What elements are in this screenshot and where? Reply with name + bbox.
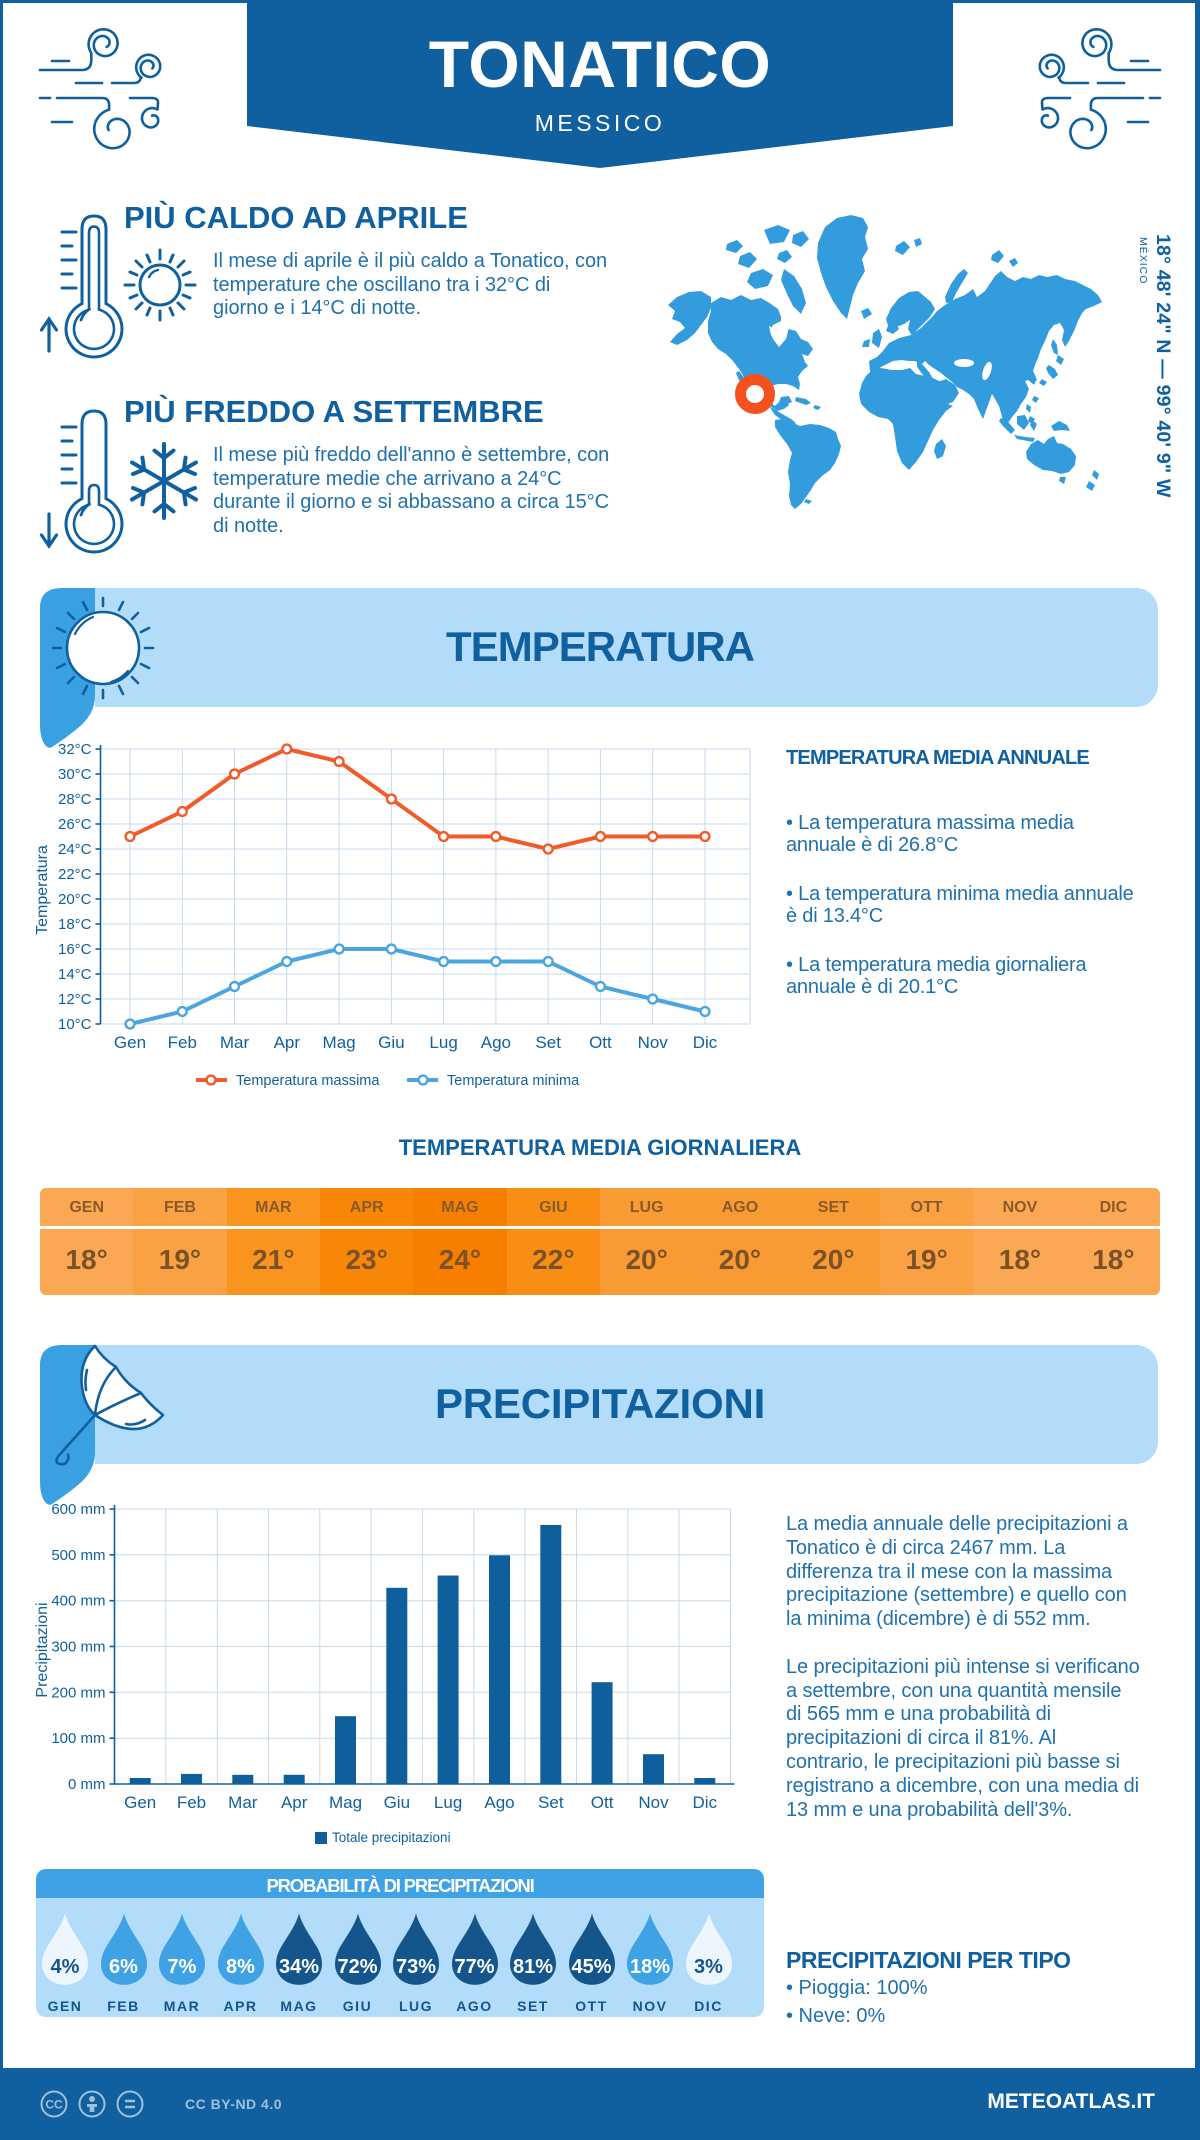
svg-text:14°C: 14°C: [58, 966, 92, 983]
svg-text:500 mm: 500 mm: [51, 1547, 105, 1564]
svg-text:Nov: Nov: [638, 1033, 669, 1052]
svg-text:Dic: Dic: [693, 1793, 718, 1812]
svg-text:Giu: Giu: [384, 1793, 410, 1812]
svg-text:600 mm: 600 mm: [51, 1501, 105, 1518]
svg-text:Dic: Dic: [693, 1033, 718, 1052]
svg-text:28°C: 28°C: [58, 791, 92, 808]
svg-text:Mar: Mar: [220, 1033, 250, 1052]
svg-text:22°C: 22°C: [58, 866, 92, 883]
svg-text:Gen: Gen: [114, 1033, 146, 1052]
svg-text:Mag: Mag: [323, 1033, 356, 1052]
svg-text:26°C: 26°C: [58, 816, 92, 833]
svg-text:Apr: Apr: [281, 1793, 308, 1812]
svg-text:24°C: 24°C: [58, 841, 92, 858]
svg-text:Mar: Mar: [228, 1793, 258, 1812]
svg-text:12°C: 12°C: [58, 991, 92, 1008]
svg-text:Lug: Lug: [434, 1793, 462, 1812]
svg-text:Lug: Lug: [429, 1033, 457, 1052]
svg-text:30°C: 30°C: [58, 766, 92, 783]
svg-text:Nov: Nov: [638, 1793, 669, 1812]
svg-text:18°C: 18°C: [58, 916, 92, 933]
svg-text:Apr: Apr: [274, 1033, 301, 1052]
svg-text:32°C: 32°C: [58, 741, 92, 758]
svg-text:Ott: Ott: [589, 1033, 612, 1052]
svg-text:Ago: Ago: [484, 1793, 514, 1812]
svg-text:10°C: 10°C: [58, 1016, 92, 1033]
svg-text:400 mm: 400 mm: [51, 1593, 105, 1610]
svg-text:Set: Set: [535, 1033, 561, 1052]
svg-text:Precipitazioni: Precipitazioni: [34, 1602, 51, 1697]
svg-text:300 mm: 300 mm: [51, 1639, 105, 1656]
svg-text:Temperatura massima: Temperatura massima: [236, 1073, 380, 1089]
svg-text:Temperatura: Temperatura: [34, 845, 51, 935]
svg-text:Giu: Giu: [378, 1033, 404, 1052]
svg-text:CC: CC: [45, 2098, 63, 2112]
svg-text:16°C: 16°C: [58, 941, 92, 958]
svg-text:Ago: Ago: [481, 1033, 511, 1052]
svg-text:Feb: Feb: [168, 1033, 197, 1052]
svg-text:20°C: 20°C: [58, 891, 92, 908]
svg-text:Feb: Feb: [177, 1793, 206, 1812]
svg-text:100 mm: 100 mm: [51, 1730, 105, 1747]
svg-text:Mag: Mag: [329, 1793, 362, 1812]
svg-text:Ott: Ott: [591, 1793, 614, 1812]
svg-text:Set: Set: [538, 1793, 564, 1812]
svg-text:Gen: Gen: [124, 1793, 156, 1812]
svg-text:Temperatura minima: Temperatura minima: [447, 1073, 580, 1089]
svg-text:200 mm: 200 mm: [51, 1684, 105, 1701]
svg-text:Totale precipitazioni: Totale precipitazioni: [332, 1830, 451, 1845]
svg-text:0 mm: 0 mm: [68, 1776, 106, 1793]
